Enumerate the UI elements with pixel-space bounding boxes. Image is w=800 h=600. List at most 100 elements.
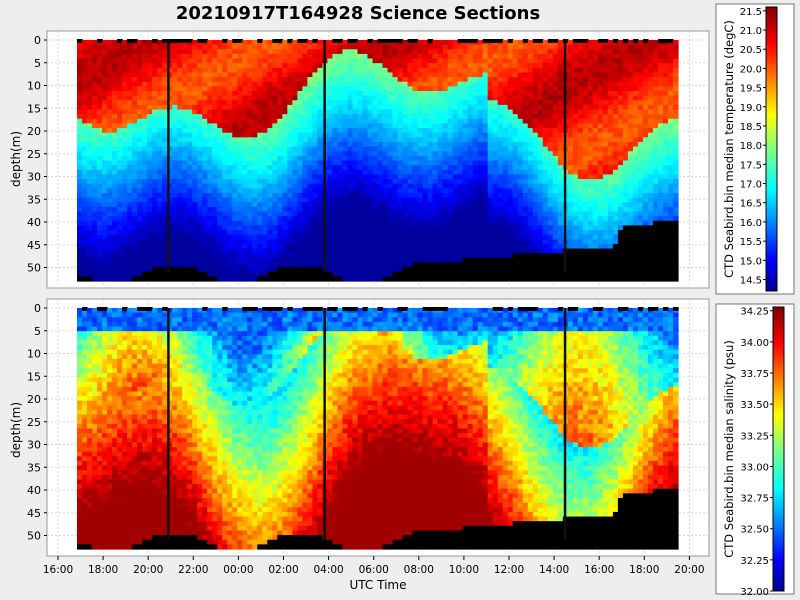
heatmap-cell	[407, 174, 414, 180]
heatmap-cell	[302, 114, 308, 120]
heatmap-cell	[287, 188, 293, 194]
heatmap-cell	[292, 202, 298, 208]
heatmap-cell	[92, 40, 98, 46]
heatmap-cell	[257, 44, 263, 50]
heatmap-cell	[492, 128, 499, 134]
heatmap-cell	[287, 86, 293, 92]
heatmap-cell	[502, 104, 509, 111]
heatmap-cell	[472, 206, 479, 213]
heatmap-cell	[542, 146, 549, 152]
heatmap-cell	[327, 104, 334, 111]
heatmap-cell	[307, 104, 313, 111]
heatmap-cell	[517, 81, 524, 87]
heatmap-cell	[492, 44, 499, 50]
heatmap-cell	[467, 243, 474, 250]
heatmap-cell	[162, 67, 168, 74]
heatmap-cell	[292, 169, 298, 175]
heatmap-cell	[292, 58, 298, 64]
heatmap-cell	[347, 192, 354, 199]
heatmap-cell	[117, 169, 123, 175]
heatmap-cell	[177, 160, 183, 166]
heatmap-cell	[307, 271, 313, 277]
heatmap-cell	[77, 262, 83, 268]
heatmap-cell	[492, 77, 499, 83]
heatmap-cell	[407, 276, 414, 282]
heatmap-cell	[352, 49, 359, 55]
heatmap-cell	[412, 192, 419, 199]
heatmap-cell	[167, 128, 173, 134]
heatmap-cell	[187, 132, 193, 138]
heatmap-cell	[317, 141, 324, 148]
heatmap-cell	[132, 44, 138, 50]
heatmap-cell	[407, 118, 414, 125]
heatmap-cell	[297, 67, 303, 74]
heatmap-cell	[517, 58, 524, 64]
heatmap-cell	[502, 206, 509, 213]
heatmap-cell	[137, 243, 143, 250]
heatmap-cell	[422, 128, 429, 134]
heatmap-cell	[337, 243, 344, 250]
heatmap-cell	[477, 197, 484, 203]
heatmap-cell	[517, 192, 524, 199]
heatmap-cell	[522, 243, 529, 250]
heatmap-cell	[452, 211, 459, 217]
heatmap-cell	[242, 90, 248, 97]
heatmap-cell	[197, 95, 203, 101]
heatmap-cell	[482, 211, 489, 217]
heatmap-cell	[292, 72, 298, 78]
heatmap-cell	[162, 225, 168, 231]
heatmap-cell	[292, 77, 298, 83]
heatmap-cell	[517, 146, 524, 152]
heatmap-cell	[442, 197, 449, 203]
heatmap-cell	[87, 211, 93, 217]
heatmap-cell	[372, 183, 379, 189]
heatmap-cell	[452, 151, 459, 157]
heatmap-cell	[242, 63, 248, 69]
heatmap-cell	[192, 225, 198, 231]
heatmap-cell	[422, 95, 429, 101]
heatmap-cell	[522, 137, 529, 143]
heatmap-cell	[397, 192, 404, 199]
heatmap-cell	[352, 118, 359, 125]
heatmap-cell	[422, 225, 429, 231]
heatmap-cell	[497, 188, 504, 194]
heatmap-cell	[457, 86, 464, 92]
heatmap-cell	[522, 230, 529, 236]
heatmap-cell	[507, 165, 514, 171]
heatmap-cell	[347, 49, 354, 55]
heatmap-cell	[367, 248, 374, 254]
heatmap-cell	[127, 104, 133, 111]
heatmap-cell	[267, 40, 273, 46]
heatmap-cell	[242, 155, 248, 162]
heatmap-cell	[242, 216, 248, 222]
heatmap-cell	[157, 216, 163, 222]
heatmap-cell	[457, 137, 464, 143]
heatmap-cell	[452, 90, 459, 97]
heatmap-cell	[187, 276, 193, 282]
heatmap-cell	[372, 179, 379, 185]
heatmap-cell	[87, 151, 93, 157]
heatmap-cell	[197, 216, 203, 222]
heatmap-cell	[482, 239, 489, 245]
heatmap-cell	[247, 49, 253, 55]
heatmap-cell	[467, 67, 474, 74]
heatmap-cell	[517, 44, 524, 50]
heatmap-cell	[217, 100, 223, 106]
heatmap-cell	[477, 165, 484, 171]
heatmap-cell	[167, 141, 173, 148]
heatmap-cell	[132, 58, 138, 64]
heatmap-cell	[162, 100, 168, 106]
heatmap-cell	[402, 118, 409, 125]
heatmap-cell	[502, 44, 509, 50]
heatmap-cell	[112, 257, 118, 264]
heatmap-cell	[302, 141, 308, 148]
heatmap-cell	[192, 262, 198, 268]
heatmap-cell	[407, 90, 414, 97]
heatmap-cell	[507, 86, 514, 92]
heatmap-cell	[387, 146, 394, 152]
heatmap-cell	[167, 192, 173, 199]
heatmap-cell	[82, 216, 88, 222]
heatmap-cell	[207, 49, 213, 55]
heatmap-cell	[217, 165, 223, 171]
heatmap-cell	[492, 104, 499, 111]
